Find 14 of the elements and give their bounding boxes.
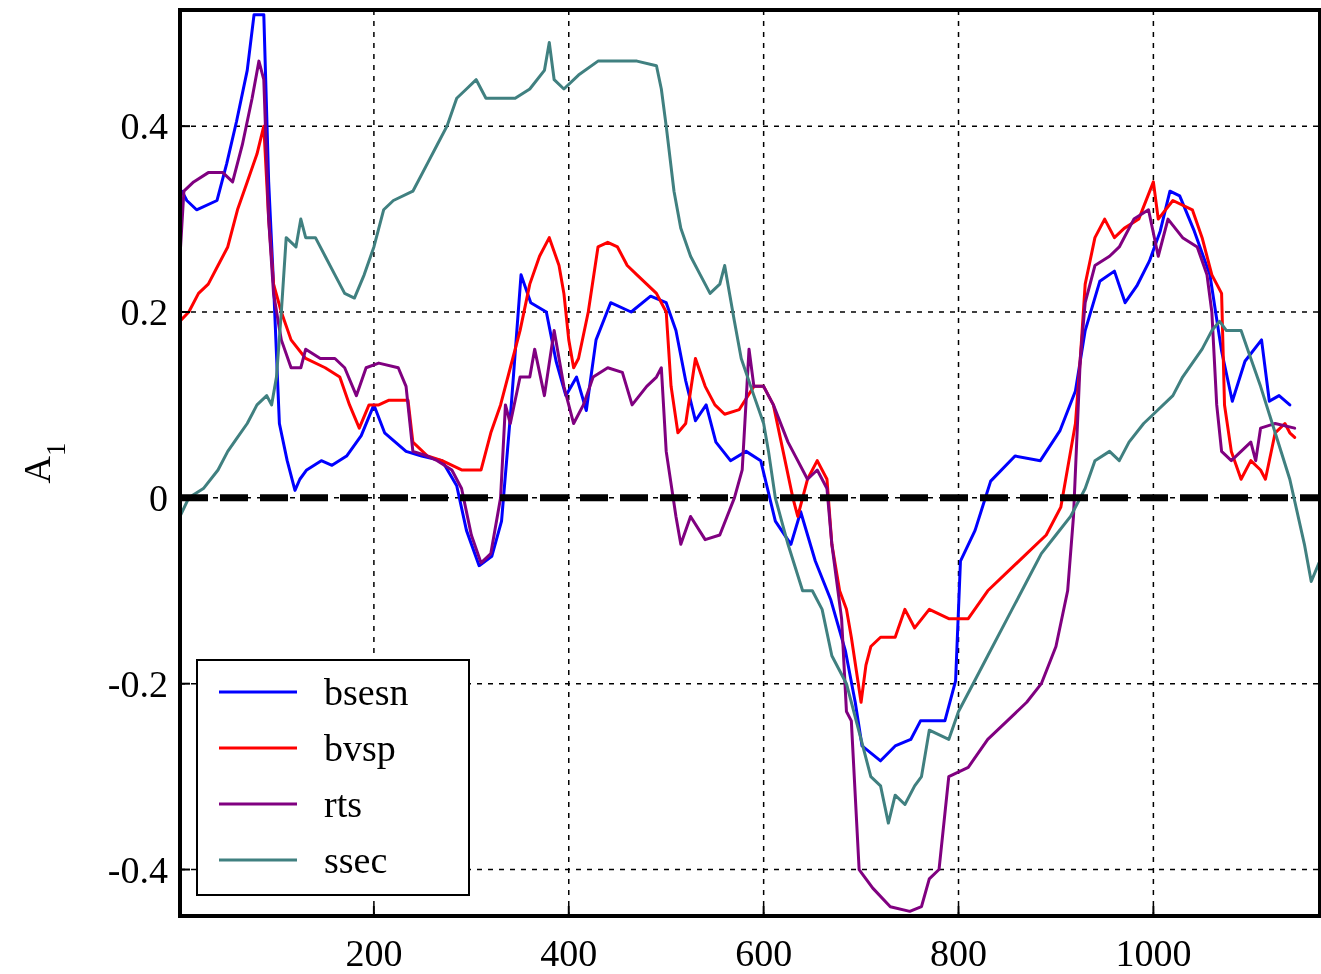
y-tick-label: 0.4 bbox=[120, 105, 168, 148]
x-tick-label: 600 bbox=[735, 932, 793, 974]
x-tick-label: 800 bbox=[930, 932, 988, 974]
legend-label: rts bbox=[324, 783, 362, 826]
legend-label: bsesn bbox=[324, 671, 409, 714]
y-tick-label: 0 bbox=[149, 477, 168, 520]
x-tick-label: 400 bbox=[540, 932, 598, 974]
y-tick-label: 0.2 bbox=[120, 291, 168, 334]
x-tick-label: 1000 bbox=[1115, 932, 1192, 974]
legend-label: bvsp bbox=[324, 727, 396, 770]
x-tick-label: 200 bbox=[345, 932, 403, 974]
y-tick-label: -0.4 bbox=[107, 848, 168, 891]
y-tick-label: -0.2 bbox=[107, 662, 168, 705]
legend-label: ssec bbox=[324, 839, 388, 882]
